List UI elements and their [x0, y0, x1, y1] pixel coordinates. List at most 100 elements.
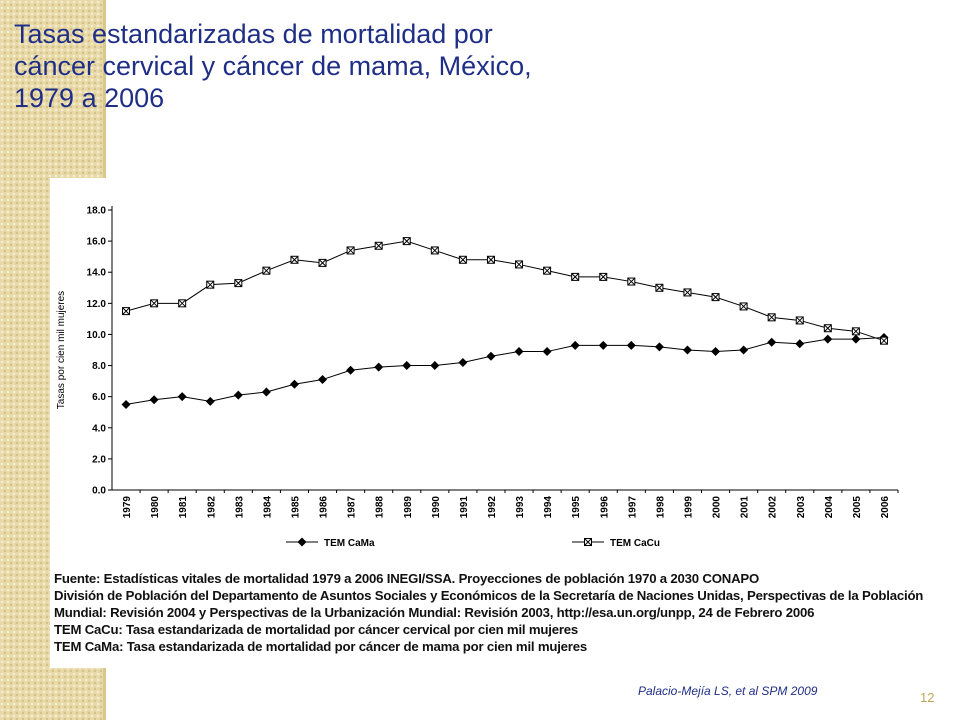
x-tick-label: 1988 — [375, 496, 386, 519]
data-point-tem-cacu-cross — [122, 307, 130, 315]
data-point-tem-cacu-cross — [290, 255, 299, 264]
data-point-tem-cama — [177, 392, 187, 402]
data-point-tem-cama — [514, 347, 524, 357]
data-point-tem-cacu-cross — [880, 336, 888, 345]
y-tick-label: 18.0 — [87, 206, 107, 217]
data-point-tem-cacu — [318, 258, 327, 267]
data-point-tem-cama — [851, 334, 861, 344]
page-number: 12 — [920, 690, 935, 705]
x-tick-label: 1993 — [515, 496, 526, 519]
data-point-tem-cacu-cross — [515, 260, 523, 269]
data-point-tem-cama — [289, 379, 299, 389]
x-tick-label: 1998 — [655, 496, 666, 519]
data-point-tem-cama — [570, 340, 580, 350]
data-point-tem-cacu — [458, 255, 467, 264]
series-line-tem-cama — [125, 337, 884, 405]
y-tick-label: 4.0 — [92, 423, 106, 434]
legend-marker-tem-cacu-cross — [584, 538, 592, 546]
y-axis-title: Tasas por cien mil mujeres — [56, 291, 67, 409]
x-tick-label: 2002 — [768, 496, 779, 519]
data-point-tem-cacu-cross — [318, 259, 327, 267]
data-point-tem-cacu — [346, 246, 355, 255]
data-point-tem-cacu-cross — [655, 283, 664, 292]
title-line-1: Tasas estandarizadas de mortalidad por — [14, 19, 493, 49]
data-point-tem-cacu — [823, 324, 832, 333]
x-tick-label: 1979 — [122, 496, 133, 519]
x-tick-label: 1985 — [290, 496, 301, 519]
x-tick-label: 2003 — [796, 496, 807, 519]
x-tick-label: 1981 — [178, 496, 189, 519]
data-point-tem-cacu — [767, 313, 776, 322]
data-point-tem-cacu-cross — [823, 324, 832, 333]
x-tick-label: 2001 — [740, 496, 751, 519]
data-point-tem-cacu — [290, 255, 299, 264]
data-point-tem-cama — [233, 390, 243, 400]
data-point-tem-cacu — [795, 316, 804, 325]
x-tick-label: 1997 — [627, 496, 638, 519]
x-tick-label: 1996 — [599, 496, 610, 519]
data-point-tem-cama — [121, 399, 131, 409]
data-point-tem-cacu — [150, 299, 159, 308]
data-point-tem-cama — [739, 345, 749, 355]
x-tick-label: 1982 — [206, 496, 217, 519]
data-point-tem-cama — [458, 357, 468, 367]
x-tick-label: 2004 — [824, 496, 835, 519]
data-point-tem-cacu-cross — [739, 302, 748, 311]
data-point-tem-cacu — [543, 266, 552, 275]
data-point-tem-cama — [654, 342, 664, 352]
title-line-3: 1979 a 2006 — [14, 83, 165, 113]
x-tick-label: 2005 — [852, 496, 863, 519]
data-point-tem-cacu-cross — [795, 316, 804, 325]
x-tick-label: 1984 — [262, 496, 273, 519]
data-point-tem-cama — [261, 387, 271, 397]
x-tick-label: 1989 — [403, 496, 414, 519]
data-point-tem-cacu-cross — [543, 266, 551, 275]
data-point-tem-cama — [795, 339, 805, 349]
x-tick-label: 1986 — [319, 496, 330, 519]
data-point-tem-cacu-cross — [150, 299, 158, 308]
x-tick-label: 1999 — [683, 496, 694, 519]
data-point-tem-cacu-cross — [402, 237, 411, 245]
data-point-tem-cama — [823, 334, 833, 344]
x-tick-label: 1980 — [150, 496, 161, 519]
x-tick-label: 1991 — [459, 496, 470, 519]
data-point-tem-cacu — [879, 336, 888, 345]
data-point-tem-cacu — [851, 327, 860, 336]
x-tick-label: 2000 — [712, 496, 723, 519]
data-point-tem-cacu-cross — [852, 327, 860, 336]
data-point-tem-cacu-cross — [234, 279, 243, 287]
data-point-tem-cama — [430, 361, 440, 371]
legend-label-tem-cama: TEM CaMa — [324, 538, 375, 549]
data-point-tem-cacu — [262, 266, 271, 275]
note-line-4: TEM CaCu: Tasa estandarizada de mortalid… — [54, 622, 579, 637]
y-tick-label: 10.0 — [87, 330, 107, 341]
data-point-tem-cacu — [571, 272, 580, 281]
data-point-tem-cama — [486, 351, 496, 361]
x-tick-label: 1987 — [347, 496, 358, 519]
data-point-tem-cama — [598, 340, 608, 350]
data-point-tem-cacu-cross — [571, 273, 580, 281]
x-tick-label: 1994 — [543, 496, 554, 519]
data-point-tem-cama — [402, 361, 412, 371]
data-point-tem-cacu-cross — [346, 246, 355, 255]
title-line-2: cáncer cervical y cáncer de mama, México… — [14, 51, 532, 81]
y-tick-label: 0.0 — [92, 486, 106, 497]
mortality-line-chart: 0.0 2.0 4.0 6.0 8.0 10.0 12.0 14.0 16.0 18.0 Tasas… — [56, 206, 899, 549]
data-point-tem-cacu — [515, 260, 524, 269]
data-point-tem-cama — [542, 347, 552, 357]
data-point-tem-cama — [374, 362, 384, 372]
data-point-tem-cacu — [683, 288, 692, 297]
y-tick-label: 2.0 — [92, 454, 106, 465]
y-tick-label: 12.0 — [87, 299, 107, 310]
data-point-tem-cama — [346, 365, 356, 375]
x-tick-label: 1990 — [431, 496, 442, 519]
data-point-tem-cacu — [739, 302, 748, 311]
data-point-tem-cacu — [486, 255, 495, 264]
data-point-tem-cama — [626, 340, 636, 350]
data-point-tem-cacu-cross — [459, 255, 467, 264]
source-notes: Fuente: Estadísticas vitales de mortalid… — [54, 570, 923, 655]
data-point-tem-cacu — [122, 307, 131, 316]
data-point-tem-cacu-cross — [206, 280, 215, 289]
data-point-tem-cacu-cross — [627, 277, 636, 286]
data-point-tem-cama — [318, 375, 328, 385]
